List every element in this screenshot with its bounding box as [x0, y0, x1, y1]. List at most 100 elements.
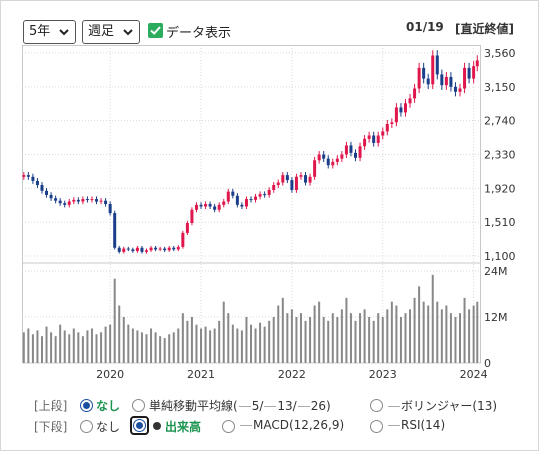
macd-radio[interactable] [222, 420, 235, 433]
volume-bar [40, 336, 43, 363]
candle-body [131, 249, 135, 252]
volume-legend-dot [153, 422, 161, 430]
candle-body [326, 158, 330, 166]
volume-bar [331, 313, 334, 363]
volume-bar [327, 320, 330, 363]
candle-body [344, 145, 348, 155]
candle-body [340, 154, 344, 159]
candle-body [463, 67, 467, 89]
year-tick-label: 2021 [187, 368, 215, 381]
candle-body [294, 176, 298, 190]
candle-body [435, 55, 439, 75]
volume-bar [322, 317, 325, 363]
volume-bar [113, 278, 116, 363]
bollinger-label: ボリンジャー(13) [401, 399, 498, 413]
candle-body [422, 67, 426, 79]
lower-none-radio[interactable] [80, 420, 93, 433]
bollinger-option[interactable]: ボリンジャー(13) [387, 397, 497, 414]
candle-body [58, 200, 62, 204]
candle-body [467, 67, 471, 79]
interval-select[interactable]: 週足 [82, 20, 140, 44]
volume-bar [454, 317, 457, 363]
volume-bar [463, 297, 466, 363]
volume-bar [418, 286, 421, 363]
candle-body [126, 248, 130, 250]
volume-bar [263, 326, 266, 363]
volume-bar [36, 330, 39, 363]
volume-bar [281, 297, 284, 363]
volume-tick-label: 24M [484, 265, 508, 278]
volume-bar [209, 330, 212, 363]
candle-body [104, 200, 108, 205]
volume-bar [459, 313, 462, 363]
rsi-option[interactable]: RSI(14) [387, 418, 445, 432]
volume-tick-label: 0 [484, 357, 491, 370]
volume-bar [318, 301, 321, 363]
sma-radio[interactable] [132, 399, 145, 412]
volume-bar [363, 309, 366, 363]
upper-section-tag: [上段] [34, 399, 68, 413]
candle-body [149, 247, 153, 251]
volume-radio[interactable] [133, 419, 146, 432]
volume-label[interactable]: 出来高 [165, 420, 202, 434]
volume-bar [27, 328, 30, 363]
plot-border [22, 45, 481, 364]
upper-none-radio[interactable] [80, 399, 93, 412]
price-tick-label: 1,920 [484, 182, 516, 195]
upper-none-label[interactable]: なし [96, 399, 121, 413]
candle-body [285, 175, 289, 181]
candle-body [31, 176, 35, 181]
volume-bar [95, 334, 98, 363]
candle-body [35, 180, 39, 186]
period-select[interactable]: 5年 [23, 20, 76, 44]
volume-bar [81, 336, 84, 363]
candle-body [208, 204, 212, 207]
volume-bar [122, 317, 125, 363]
sma-13-label: 13/ [277, 399, 297, 413]
volume-bar [304, 320, 307, 363]
candle-body [163, 248, 167, 251]
candle-body [458, 88, 462, 92]
macd-option[interactable]: MACD(12,26,9) [239, 418, 344, 432]
candle-body [276, 182, 280, 186]
bollinger-radio[interactable] [370, 399, 383, 412]
chevron-down-icon [123, 29, 133, 36]
volume-bar [181, 313, 184, 363]
latest-date: 01/19 [406, 20, 444, 34]
candle-body [76, 199, 80, 202]
volume-bar [445, 305, 448, 363]
candle-body [240, 204, 244, 207]
candle-body [49, 194, 53, 199]
candle-body [372, 135, 376, 143]
chevron-down-icon [59, 29, 69, 36]
show-data-label[interactable]: データ表示 [166, 26, 232, 41]
rsi-radio[interactable] [370, 420, 383, 433]
volume-bar [309, 317, 312, 363]
volume-bar [218, 320, 221, 363]
show-data-checkbox[interactable] [148, 23, 163, 38]
candle-body [254, 196, 258, 200]
candle-body [190, 209, 194, 223]
candle-body [231, 191, 235, 196]
chart-canvas: 3,560 3,150 2,740 2,330 1,920 1,510 1,100 24M 12… [22, 45, 516, 381]
volume-bar [240, 330, 243, 363]
sma-26-label: 26) [310, 399, 331, 413]
volume-bar [368, 317, 371, 363]
volume-bar [227, 313, 230, 363]
volume-bar [200, 328, 203, 363]
volume-bar [386, 309, 389, 363]
lower-none-label[interactable]: なし [96, 420, 121, 434]
volume-bar [31, 334, 34, 363]
volume-bar [254, 328, 257, 363]
sma-option[interactable]: 単純移動平均線(5/13/26) [149, 397, 331, 414]
volume-bar [54, 336, 57, 363]
candle-body [453, 86, 457, 92]
volume-bar [213, 328, 216, 363]
value-mode-label: [直近終値] [455, 22, 514, 36]
candle-body [181, 232, 185, 247]
candle-body [322, 154, 326, 159]
volume-bar [100, 332, 103, 363]
candle-body [263, 194, 267, 196]
volume-radio-focus [130, 416, 149, 435]
candle-body [267, 189, 271, 195]
